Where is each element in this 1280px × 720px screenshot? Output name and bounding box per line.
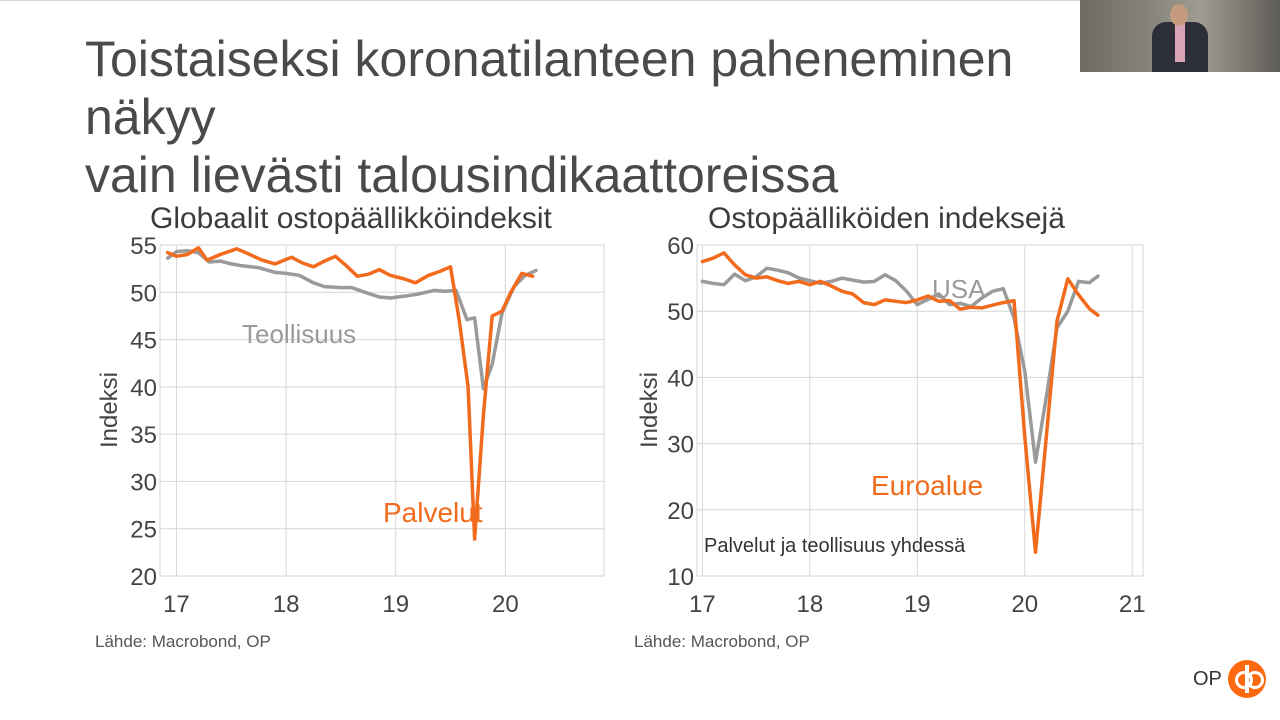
y-tick-label: 30: [130, 469, 157, 496]
y-tick-label: 40: [667, 365, 694, 392]
series-label-euroalue: Euroalue: [871, 470, 983, 501]
x-tick-label: 17: [163, 591, 190, 618]
series-line-usa: [700, 266, 1100, 464]
slide-title: Toistaiseksi koronatilanteen paheneminen…: [85, 30, 1085, 204]
x-tick-label: 17: [689, 591, 716, 618]
y-tick-label: 45: [130, 328, 157, 355]
x-tick-label: 19: [904, 591, 931, 618]
x-tick-label: 18: [273, 591, 300, 618]
y-tick-label: 35: [130, 422, 157, 449]
series-label-usa: USA: [932, 274, 986, 304]
y-tick-label: 60: [667, 233, 694, 260]
chart-subtitle: Palvelut ja teollisuus yhdessä: [704, 535, 966, 557]
y-tick-label: 20: [130, 564, 157, 591]
op-logo-text: OP: [1193, 667, 1222, 690]
presenter-webcam: [1080, 0, 1280, 72]
x-tick-label: 20: [1011, 591, 1038, 618]
y-tick-label: 30: [667, 432, 694, 459]
series-label-palvelut: Palvelut: [383, 497, 483, 528]
chart-title-global-pmi: Globaalit ostopäällikköindeksit: [150, 202, 552, 235]
series-line-palvelut: [165, 246, 535, 541]
y-axis-label: Indeksi: [96, 372, 123, 448]
series-label-teollisuus: Teollisuus: [242, 319, 356, 349]
presenter-head: [1170, 4, 1188, 26]
slide-title-line-1: Toistaiseksi koronatilanteen paheneminen…: [85, 31, 1014, 145]
series-line-teollisuus: [165, 248, 538, 391]
y-tick-label: 55: [130, 233, 157, 260]
x-tick-label: 19: [382, 591, 409, 618]
slide-title-line-2: vain lievästi talousindikaattoreissa: [85, 147, 839, 203]
x-tick-label: 18: [796, 591, 823, 618]
op-logo-icon: [1227, 660, 1266, 698]
presenter-shirt: [1175, 22, 1185, 62]
op-logo: OP: [1193, 660, 1266, 698]
y-axis-label: Indeksi: [636, 372, 663, 448]
y-tick-label: 25: [130, 517, 157, 544]
y-tick-label: 20: [667, 498, 694, 525]
y-tick-label: 40: [130, 375, 157, 402]
y-tick-label: 10: [667, 564, 694, 591]
top-divider: [0, 0, 1080, 1]
x-tick-label: 20: [492, 591, 519, 618]
plot-frame: [696, 244, 1144, 577]
y-tick-label: 50: [130, 280, 157, 307]
x-tick-label: 21: [1119, 591, 1146, 618]
series-line-euroalue: [700, 251, 1100, 554]
chart-source-1: Lähde: Macrobond, OP: [95, 632, 271, 651]
y-tick-label: 50: [667, 299, 694, 326]
chart-source-2: Lähde: Macrobond, OP: [634, 632, 810, 651]
chart-title-pmi-indices: Ostopäälliköiden indeksejä: [708, 202, 1065, 235]
